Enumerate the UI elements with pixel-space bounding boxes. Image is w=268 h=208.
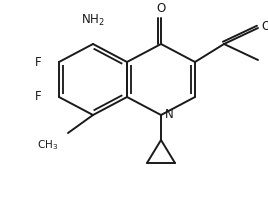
Text: NH$_2$: NH$_2$ (81, 12, 105, 27)
Text: N: N (165, 109, 173, 121)
Text: O: O (156, 1, 166, 15)
Text: F: F (35, 56, 41, 68)
Text: F: F (35, 90, 41, 104)
Text: CH$_3$: CH$_3$ (37, 138, 58, 152)
Text: O: O (261, 20, 268, 32)
